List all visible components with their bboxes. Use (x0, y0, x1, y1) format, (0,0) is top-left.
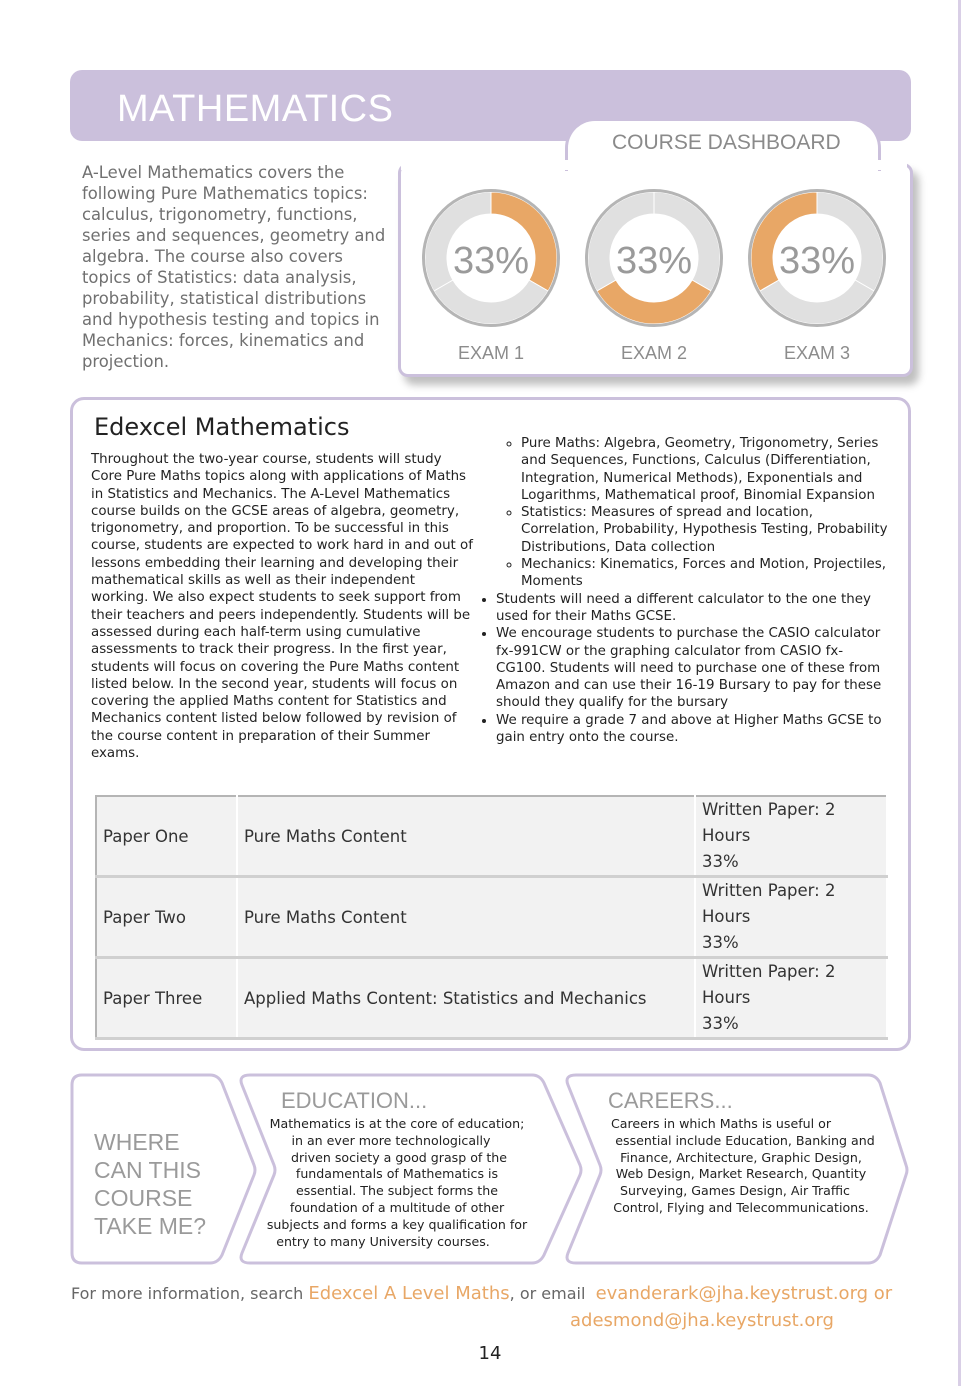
table-row: Paper Three Applied Maths Content: Stati… (96, 957, 888, 1040)
table-row: Paper Two Pure Maths Content Written Pap… (96, 876, 888, 959)
education-title: EDUCATION... (281, 1088, 428, 1113)
email-link[interactable]: evanderark@jha.keystrust.org or (595, 1283, 893, 1304)
pathway-question: WHERE CAN THIS COURSE TAKE ME? (94, 1129, 207, 1239)
topic-list: Pure Maths: Algebra, Geometry, Trigonome… (478, 435, 888, 591)
page-title: MATHEMATICS (117, 88, 394, 130)
table-row: Paper One Pure Maths Content Written Pap… (96, 796, 888, 878)
weight-text: 33% (702, 1014, 739, 1033)
requirement-item: We encourage students to purchase the CA… (496, 625, 888, 711)
page-edge (958, 0, 961, 1386)
footer-info: For more information, search Edexcel A L… (71, 1283, 892, 1304)
format-text: Written Paper: 2 Hours (702, 800, 836, 845)
topic-item: Statistics: Measures of spread and locat… (521, 504, 888, 556)
topics-and-requirements: Pure Maths: Algebra, Geometry, Trigonome… (478, 435, 888, 746)
exam-2-ring (585, 189, 723, 327)
dashboard-tab-join (401, 160, 907, 170)
exam-1-percent: 33% (452, 240, 530, 282)
topic-item: Pure Maths: Algebra, Geometry, Trigonome… (521, 435, 888, 504)
header-bar: MATHEMATICS (70, 70, 911, 141)
chevron-careers (565, 1073, 909, 1265)
email-link[interactable]: adesmond@jha.keystrust.org (570, 1310, 834, 1331)
requirement-item: Students will need a different calculato… (496, 591, 888, 626)
paper-name: Paper One (96, 796, 238, 878)
paper-format: Written Paper: 2 Hours 33% (695, 957, 888, 1040)
paper-content: Pure Maths Content (237, 876, 696, 959)
exam-3-ring (748, 189, 886, 327)
education-text: Mathematics is at the core of education;… (266, 1116, 528, 1249)
weight-text: 33% (702, 852, 739, 871)
exam-1-ring (422, 189, 560, 327)
paper-format: Written Paper: 2 Hours 33% (695, 876, 888, 959)
donut-charts (422, 189, 886, 327)
format-text: Written Paper: 2 Hours (702, 881, 836, 926)
page-number: 14 (478, 1343, 502, 1364)
paper-name: Paper Three (96, 957, 238, 1040)
section-heading: Edexcel Mathematics (94, 413, 350, 441)
paper-content: Applied Maths Content: Statistics and Me… (237, 957, 696, 1040)
course-intro: A-Level Mathematics covers the following… (82, 163, 386, 371)
chevron-question (70, 1073, 257, 1265)
careers-title: CAREERS... (608, 1088, 733, 1113)
exam-1-segment-3 (424, 191, 492, 292)
exam-2-segment-2 (596, 279, 712, 325)
chevron-education (239, 1073, 583, 1265)
course-details-panel (70, 397, 911, 1051)
exam-1-label: EXAM 1 (457, 343, 525, 363)
exam-2-segment-3 (587, 191, 655, 292)
exam-3-percent: 33% (778, 240, 856, 282)
weight-text: 33% (702, 933, 739, 952)
footer-prefix: For more information, search (71, 1284, 309, 1303)
format-text: Written Paper: 2 Hours (702, 962, 836, 1007)
exam-1-segment-2 (433, 279, 549, 325)
topic-item: Mechanics: Kinematics, Forces and Motion… (521, 556, 888, 591)
footer-middle: , or email (509, 1284, 596, 1303)
exam-3-label: EXAM 3 (783, 343, 851, 363)
dashboard-title: COURSE DASHBOARD (612, 131, 841, 154)
assessment-table: Paper One Pure Maths Content Written Pap… (95, 795, 888, 1040)
exam-2-percent: 33% (615, 240, 693, 282)
course-description: Throughout the two-year course, students… (91, 452, 473, 762)
exam-2-label: EXAM 2 (620, 343, 688, 363)
exam-3-segment-3 (750, 191, 818, 292)
search-term: Edexcel A Level Maths (308, 1283, 510, 1304)
exam-3-segment-2 (759, 279, 875, 325)
paper-format: Written Paper: 2 Hours 33% (695, 796, 888, 878)
paper-content: Pure Maths Content (237, 796, 696, 878)
careers-text: Careers in which Maths is useful or esse… (610, 1116, 875, 1215)
requirement-item: We require a grade 7 and above at Higher… (496, 712, 888, 747)
paper-name: Paper Two (96, 876, 238, 959)
requirements-list: Students will need a different calculato… (478, 591, 888, 747)
pathway-chevrons (70, 1073, 909, 1265)
